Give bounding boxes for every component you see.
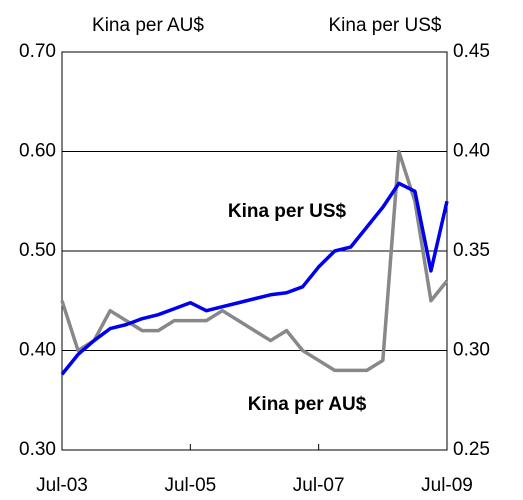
y-tick-label: 0.40 [19, 340, 56, 361]
x-tick-label: Jul-07 [293, 475, 345, 496]
plot-border [61, 51, 448, 451]
y2-tick-label: 0.35 [453, 240, 490, 261]
series-line [60, 181, 449, 376]
y-tick-label: 0.60 [19, 141, 56, 162]
y-tick-label: 0.50 [19, 240, 56, 261]
series-label: Kina per AU$ [248, 394, 367, 415]
x-tick-label: Jul-09 [421, 475, 473, 496]
y-tick-label: 0.30 [19, 439, 56, 460]
y-axis-title: Kina per AU$ [92, 15, 204, 36]
y2-axis-title: Kina per US$ [328, 15, 441, 36]
y-tick-label: 0.70 [19, 41, 56, 62]
x-tick-label: Jul-05 [164, 475, 216, 496]
y2-tick-label: 0.25 [453, 439, 490, 460]
series-label: Kina per US$ [228, 201, 347, 222]
y2-tick-label: 0.40 [453, 141, 490, 162]
y2-tick-label: 0.30 [453, 340, 490, 361]
y2-tick-label: 0.45 [453, 41, 490, 62]
x-tick-label: Jul-03 [36, 475, 88, 496]
series-line [60, 149, 449, 373]
